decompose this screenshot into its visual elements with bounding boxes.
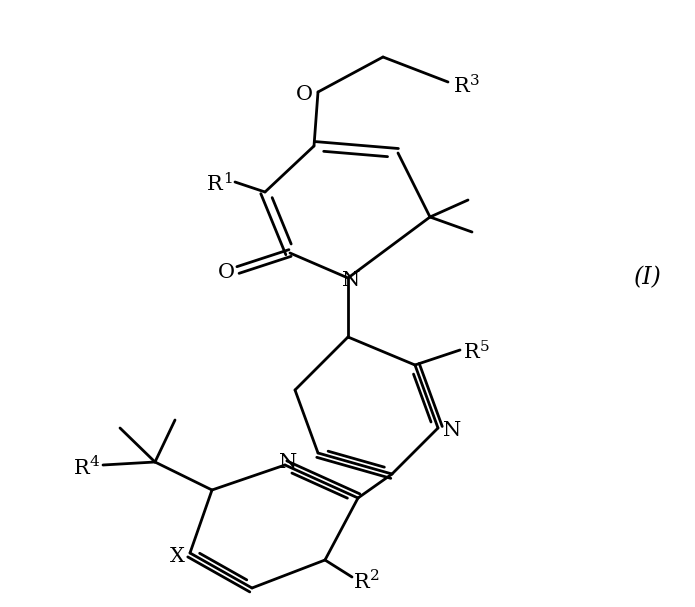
Text: R: R: [207, 175, 223, 194]
Text: 5: 5: [480, 340, 489, 354]
Text: O: O: [295, 84, 313, 104]
Text: 1: 1: [223, 172, 233, 186]
Text: N: N: [443, 421, 461, 439]
Text: 2: 2: [370, 569, 379, 583]
Text: N: N: [342, 271, 360, 291]
Text: N: N: [279, 452, 297, 472]
Text: 4: 4: [90, 455, 100, 469]
Text: X: X: [170, 546, 184, 566]
Text: (I): (I): [634, 266, 662, 290]
Text: 3: 3: [470, 74, 480, 88]
Text: R: R: [354, 572, 370, 591]
Text: R: R: [74, 458, 90, 478]
Text: R: R: [464, 344, 480, 362]
Text: O: O: [218, 262, 234, 282]
Text: R: R: [454, 78, 470, 97]
